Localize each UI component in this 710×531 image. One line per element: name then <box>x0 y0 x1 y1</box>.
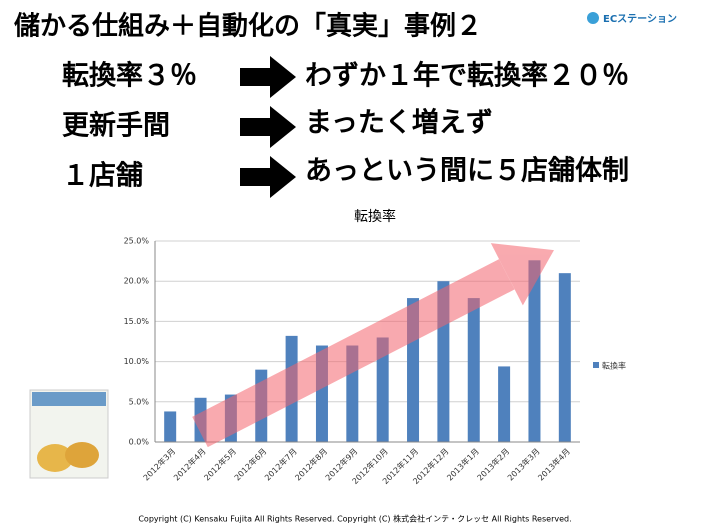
arrow <box>240 156 296 198</box>
footer: Copyright (C) Kensaku Fujita All Rights … <box>138 514 571 524</box>
logo: ECステーション <box>587 12 677 25</box>
y-tick-label: 20.0% <box>124 277 150 286</box>
legend-swatch <box>593 362 599 368</box>
image-band <box>32 392 106 406</box>
image-fruit <box>37 444 73 472</box>
arrow <box>240 56 296 98</box>
y-tick-label: 0.0% <box>129 438 150 447</box>
logo-icon <box>587 12 599 24</box>
bar <box>164 411 177 442</box>
logo-text: ECステーション <box>603 13 677 25</box>
row-before: 転換率３％ <box>62 60 197 92</box>
arrows <box>240 56 296 198</box>
row-before: 更新手間 <box>62 110 170 142</box>
trend-arrow <box>192 243 554 448</box>
row-after: あっという間に５店舗体制 <box>305 156 629 187</box>
y-tick-label: 25.0% <box>124 237 150 246</box>
row-after: わずか１年で転換率２０％ <box>305 60 629 92</box>
y-tick-label: 5.0% <box>129 397 150 406</box>
row-after: まったく増えず <box>305 107 493 139</box>
image-fruit <box>65 442 99 468</box>
trend-arrow-head <box>490 243 554 306</box>
bar <box>528 260 541 442</box>
x-tick-label: 2013年4月 <box>536 446 572 482</box>
slide-title: 儲かる仕組み＋自動化の「真実」事例２ <box>14 11 482 42</box>
row-before: １店舗 <box>62 161 143 192</box>
legend-label: 転換率 <box>602 361 626 371</box>
product-image <box>29 389 109 479</box>
bar <box>498 366 511 442</box>
bar <box>376 337 389 442</box>
bar <box>467 298 480 442</box>
trend-arrow-body <box>192 259 515 448</box>
y-tick-label: 15.0% <box>124 317 150 326</box>
arrow <box>240 106 296 148</box>
chart-title: 転換率 <box>354 208 396 225</box>
bar <box>558 273 571 442</box>
y-tick-label: 10.0% <box>124 357 150 366</box>
